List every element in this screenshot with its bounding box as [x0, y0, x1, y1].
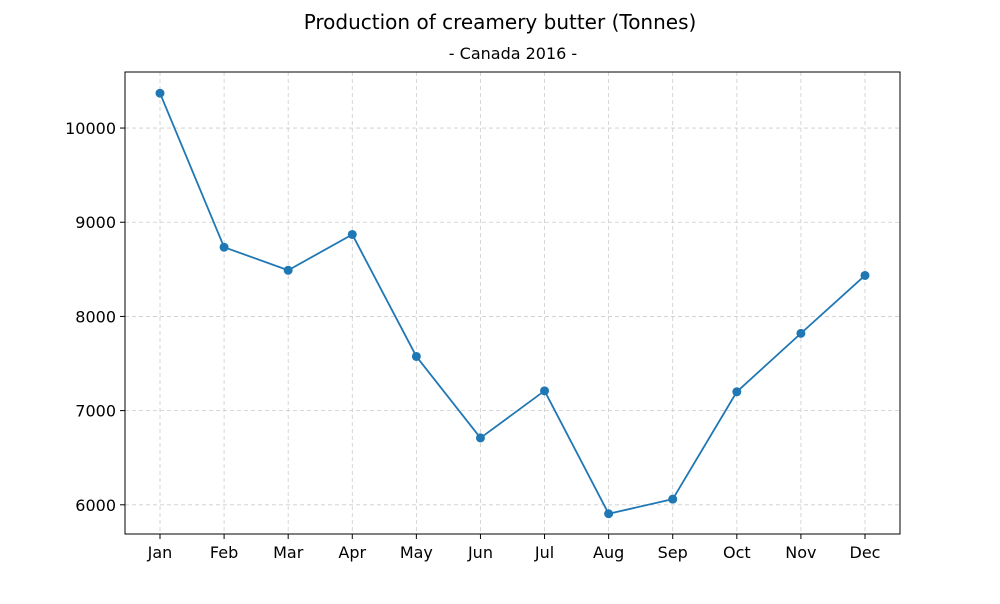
- x-tick-label: May: [400, 543, 433, 562]
- x-tick-label: Oct: [723, 543, 751, 562]
- data-point: [155, 88, 165, 98]
- x-axis: Jan Feb Mar Apr May Jun Jul Aug Sep Oct Nov Dec: [147, 534, 881, 562]
- data-point: [540, 386, 550, 396]
- data-point: [668, 494, 678, 504]
- grid-lines: [125, 72, 900, 534]
- x-tick-label: Apr: [338, 543, 366, 562]
- y-tick-label: 10000: [65, 119, 116, 138]
- data-point: [796, 328, 806, 338]
- x-tick-label: Sep: [658, 543, 688, 562]
- y-axis: 6000 7000 8000 9000 10000: [65, 119, 125, 515]
- data-point: [347, 229, 357, 239]
- data-point: [283, 265, 293, 275]
- data-point: [604, 509, 614, 519]
- y-tick-label: 6000: [75, 496, 116, 515]
- data-point: [732, 387, 742, 397]
- chart-title: Production of creamery butter (Tonnes): [304, 10, 697, 34]
- x-tick-label: Dec: [850, 543, 881, 562]
- data-point: [411, 351, 421, 361]
- x-tick-label: Jan: [147, 543, 173, 562]
- series-line: [159, 92, 866, 515]
- x-tick-label: Feb: [210, 543, 238, 562]
- data-point: [219, 242, 229, 252]
- plot-area-frame: [124, 71, 901, 535]
- y-tick-label: 9000: [75, 213, 116, 232]
- data-point: [860, 270, 870, 280]
- x-tick-label: Mar: [273, 543, 304, 562]
- x-tick-label: Nov: [785, 543, 816, 562]
- y-tick-label: 8000: [75, 307, 116, 326]
- x-tick-label: Jul: [534, 543, 554, 562]
- series-layer: [155, 88, 870, 519]
- chart-subtitle: - Canada 2016 -: [449, 44, 577, 63]
- x-tick-label: Aug: [593, 543, 624, 562]
- data-point: [475, 433, 485, 443]
- y-tick-label: 7000: [75, 402, 116, 421]
- x-tick-label: Jun: [467, 543, 493, 562]
